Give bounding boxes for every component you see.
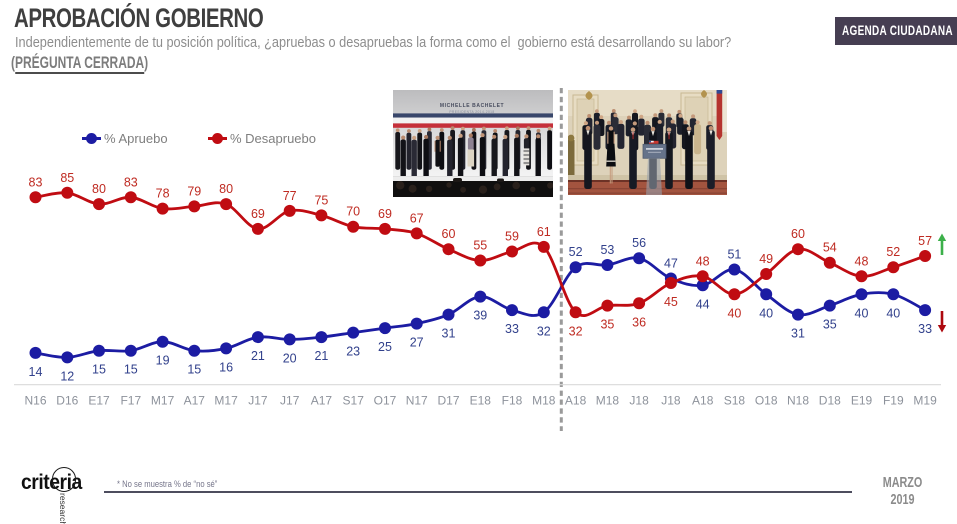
svg-text:79: 79 — [187, 184, 201, 198]
svg-text:31: 31 — [442, 327, 456, 341]
svg-text:70: 70 — [346, 205, 360, 219]
svg-text:15: 15 — [187, 363, 201, 377]
svg-text:32: 32 — [569, 324, 583, 338]
svg-text:D17: D17 — [437, 394, 459, 408]
svg-text:MICHELLE BACHELET: MICHELLE BACHELET — [440, 103, 504, 109]
svg-text:F19: F19 — [883, 394, 904, 408]
svg-text:33: 33 — [918, 322, 932, 336]
svg-text:60: 60 — [442, 227, 456, 241]
svg-text:75: 75 — [314, 193, 328, 207]
svg-text:J18: J18 — [629, 394, 649, 408]
svg-text:M17: M17 — [214, 394, 238, 408]
svg-text:40: 40 — [886, 306, 900, 320]
svg-text:% Apruebo: % Apruebo — [104, 131, 168, 146]
svg-text:14: 14 — [29, 365, 43, 379]
svg-text:12: 12 — [60, 369, 74, 383]
svg-text:67: 67 — [410, 211, 424, 225]
svg-text:48: 48 — [855, 254, 869, 268]
svg-text:27: 27 — [410, 336, 424, 350]
svg-text:D18: D18 — [819, 394, 841, 408]
svg-text:N18: N18 — [787, 394, 809, 408]
svg-text:A17: A17 — [184, 394, 206, 408]
svg-text:35: 35 — [823, 318, 837, 332]
svg-text:32: 32 — [537, 324, 551, 338]
svg-text:F18: F18 — [502, 394, 523, 408]
svg-text:69: 69 — [378, 207, 392, 221]
svg-text:J17: J17 — [248, 394, 268, 408]
svg-text:56: 56 — [632, 236, 646, 250]
svg-text:39: 39 — [473, 309, 487, 323]
svg-text:85: 85 — [60, 171, 74, 185]
svg-text:M18: M18 — [596, 394, 620, 408]
svg-text:J18: J18 — [661, 394, 681, 408]
svg-text:83: 83 — [124, 175, 138, 189]
svg-text:57: 57 — [918, 234, 932, 248]
svg-text:53: 53 — [600, 243, 614, 257]
svg-text:40: 40 — [727, 306, 741, 320]
svg-text:51: 51 — [727, 248, 741, 262]
svg-text:% Desapruebo: % Desapruebo — [230, 131, 316, 146]
svg-text:PRESIDENTA 2014-2018: PRESIDENTA 2014-2018 — [449, 110, 494, 114]
svg-text:83: 83 — [29, 175, 43, 189]
svg-text:A18: A18 — [692, 394, 714, 408]
svg-text:77: 77 — [283, 189, 297, 203]
svg-text:33: 33 — [505, 322, 519, 336]
svg-text:40: 40 — [855, 306, 869, 320]
svg-text:21: 21 — [251, 349, 265, 363]
svg-text:49: 49 — [759, 252, 773, 266]
svg-text:19: 19 — [156, 354, 170, 368]
svg-text:S17: S17 — [343, 394, 365, 408]
svg-text:52: 52 — [886, 245, 900, 259]
svg-text:69: 69 — [251, 207, 265, 221]
svg-text:F17: F17 — [120, 394, 141, 408]
svg-text:J17: J17 — [280, 394, 300, 408]
svg-text:15: 15 — [92, 363, 106, 377]
svg-text:61: 61 — [537, 225, 551, 239]
svg-text:O17: O17 — [374, 394, 397, 408]
svg-text:36: 36 — [632, 315, 646, 329]
svg-text:78: 78 — [156, 187, 170, 201]
svg-text:31: 31 — [791, 327, 805, 341]
svg-text:80: 80 — [219, 182, 233, 196]
svg-text:A18: A18 — [565, 394, 587, 408]
svg-text:23: 23 — [346, 345, 360, 359]
svg-text:48: 48 — [696, 254, 710, 268]
svg-text:E17: E17 — [88, 394, 110, 408]
svg-text:O18: O18 — [755, 394, 778, 408]
svg-text:A17: A17 — [311, 394, 333, 408]
svg-text:35: 35 — [600, 318, 614, 332]
svg-text:21: 21 — [314, 349, 328, 363]
svg-text:16: 16 — [219, 360, 233, 374]
svg-text:80: 80 — [92, 182, 106, 196]
svg-text:40: 40 — [759, 306, 773, 320]
svg-text:15: 15 — [124, 363, 138, 377]
svg-text:M17: M17 — [151, 394, 175, 408]
svg-text:44: 44 — [696, 297, 710, 311]
svg-text:45: 45 — [664, 295, 678, 309]
svg-text:N16: N16 — [24, 394, 46, 408]
svg-text:E18: E18 — [470, 394, 492, 408]
svg-text:N17: N17 — [406, 394, 428, 408]
svg-text:52: 52 — [569, 245, 583, 259]
svg-text:20: 20 — [283, 351, 297, 365]
svg-text:S18: S18 — [724, 394, 746, 408]
svg-text:55: 55 — [473, 239, 487, 253]
svg-text:25: 25 — [378, 340, 392, 354]
svg-text:60: 60 — [791, 227, 805, 241]
svg-text:E19: E19 — [851, 394, 873, 408]
svg-text:M19: M19 — [913, 394, 937, 408]
svg-text:54: 54 — [823, 241, 837, 255]
svg-text:59: 59 — [505, 230, 519, 244]
svg-text:D16: D16 — [56, 394, 78, 408]
svg-text:M18: M18 — [532, 394, 556, 408]
svg-text:47: 47 — [664, 257, 678, 271]
